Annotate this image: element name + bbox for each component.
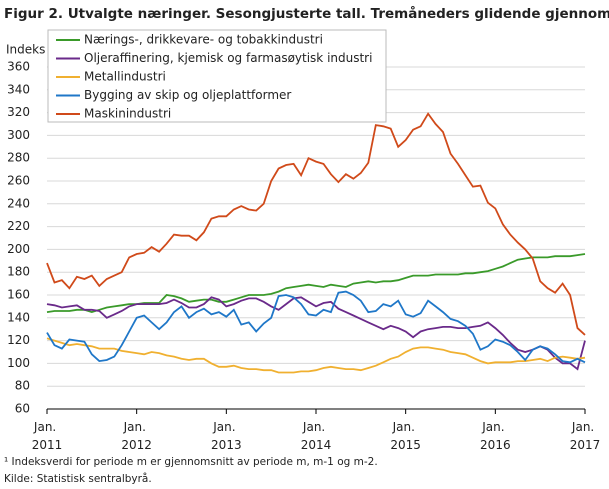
y-tick-label: 260 [7, 174, 30, 188]
legend-label: Oljeraffinering, kjemisk og farmasøytisk… [84, 51, 372, 65]
legend-label: Maskinindustri [84, 107, 171, 121]
y-tick-label: 200 [7, 242, 30, 256]
y-tick-label: 220 [7, 219, 30, 233]
chart-title: Figur 2. Utvalgte næringer. Sesongjuster… [4, 5, 609, 22]
y-tick-label: 240 [7, 196, 30, 210]
y-tick-label: 300 [7, 128, 30, 142]
y-tick-label: 280 [7, 151, 30, 165]
x-tick-label: Jan. 2011 [32, 420, 63, 452]
y-tick-label: 140 [7, 310, 30, 324]
x-tick-label: Jan. 2015 [390, 420, 421, 452]
y-tick-label: 60 [15, 402, 30, 416]
y-tick-label: 160 [7, 288, 30, 302]
legend-label: Bygging av skip og oljeplattformer [84, 88, 291, 102]
series-line [46, 290, 586, 364]
x-tick-label: Jan. 2013 [211, 420, 242, 452]
y-tick-label: 360 [7, 60, 30, 74]
legend-label: Nærings-, drikkevare- og tobakkindustri [84, 33, 323, 47]
source: Kilde: Statistisk sentralbyrå. [4, 472, 152, 485]
y-tick-label: 80 [15, 379, 30, 393]
x-tick-label: Jan. 2014 [301, 420, 332, 452]
y-tick-label: 340 [7, 82, 30, 96]
x-tick-label: Jan. 2012 [121, 420, 152, 452]
y-tick-label: 120 [7, 333, 30, 347]
y-tick-label: 320 [7, 105, 30, 119]
series-line [46, 337, 586, 374]
footnote: ¹ Indeksverdi for periode m er gjennomsn… [4, 456, 378, 468]
series-line [46, 253, 586, 314]
y-axis-label: Indeks [6, 43, 45, 57]
x-tick-label: Jan. 2016 [480, 420, 511, 452]
y-tick-label: 100 [7, 356, 30, 370]
series-line [46, 296, 586, 371]
legend-label: Metallindustri [84, 70, 166, 84]
y-tick-label: 180 [7, 265, 30, 279]
x-tick-label: Jan. 2017 [570, 420, 601, 452]
legend-box [47, 29, 387, 123]
series-line [46, 112, 586, 336]
